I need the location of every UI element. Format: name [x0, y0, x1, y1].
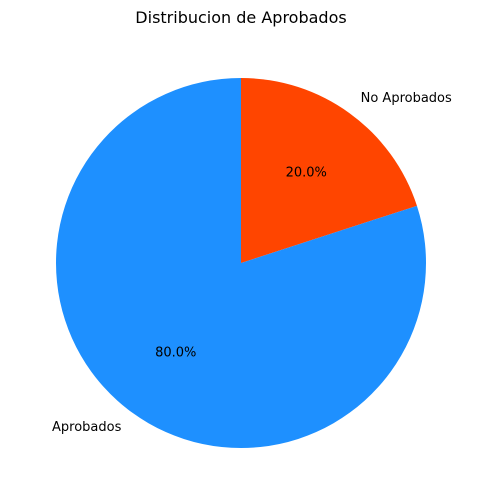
slice-label-no-aprobados: No Aprobados	[361, 91, 452, 106]
pie-slice-aprobados	[56, 78, 426, 449]
pie-labels: No Aprobados 20.0% Aprobados 80.0%	[52, 91, 452, 435]
pct-label-no-aprobados: 20.0%	[286, 166, 327, 181]
chart-title: Distribucion de Aprobados	[135, 8, 346, 27]
pie-slice-no-aprobados	[241, 78, 417, 263]
slice-label-aprobados: Aprobados	[52, 420, 122, 435]
pie-slices	[56, 78, 426, 449]
pct-label-aprobados: 80.0%	[155, 345, 196, 360]
